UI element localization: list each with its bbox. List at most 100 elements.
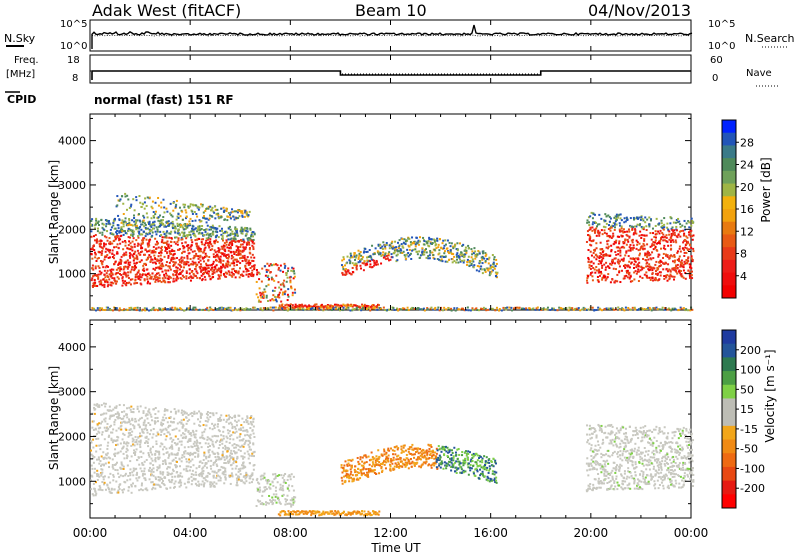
data-cell — [186, 470, 189, 473]
data-cell — [127, 224, 130, 227]
data-cell — [205, 475, 208, 478]
data-cell — [656, 242, 659, 245]
data-cell — [607, 234, 610, 237]
data-cell — [133, 257, 136, 260]
data-cell — [320, 304, 323, 307]
data-cell — [198, 250, 201, 253]
data-cell — [433, 257, 436, 260]
data-cell — [186, 256, 189, 259]
data-cell — [390, 246, 393, 249]
data-cell — [165, 261, 168, 264]
data-cell — [192, 430, 195, 433]
data-cell — [359, 259, 362, 262]
data-cell — [105, 255, 108, 258]
data-cell — [200, 232, 203, 235]
data-cell — [128, 218, 131, 221]
data-cell — [476, 253, 479, 256]
data-cell — [169, 473, 172, 476]
data-cell — [169, 202, 172, 205]
data-cell — [120, 467, 123, 470]
nave-tick-high: 60 — [710, 55, 723, 66]
data-cell — [335, 303, 338, 306]
data-cell — [227, 270, 230, 273]
data-cell — [136, 219, 139, 222]
data-cell — [244, 247, 247, 250]
data-cell — [628, 271, 631, 274]
data-cell — [178, 440, 181, 443]
data-cell — [148, 274, 151, 277]
data-cell — [195, 243, 198, 246]
data-cell — [174, 306, 177, 309]
data-cell — [670, 237, 673, 240]
data-cell — [284, 264, 287, 267]
data-cell — [124, 195, 127, 198]
data-cell — [155, 434, 158, 437]
data-cell — [404, 255, 407, 258]
data-cell — [253, 266, 256, 269]
data-cell — [454, 309, 457, 312]
data-cell — [663, 308, 666, 311]
data-cell — [93, 456, 96, 459]
data-cell — [624, 266, 627, 269]
data-cell — [125, 413, 128, 416]
data-cell — [443, 250, 446, 253]
data-cell — [585, 308, 588, 311]
data-cell — [164, 246, 167, 249]
data-cell — [259, 291, 262, 294]
data-cell — [300, 305, 303, 308]
data-cell — [176, 215, 179, 218]
data-cell — [528, 307, 531, 310]
data-cell — [633, 258, 636, 261]
data-cell — [459, 260, 462, 263]
data-cell — [203, 483, 206, 486]
data-cell — [476, 265, 479, 268]
data-cell — [175, 279, 178, 282]
data-cell — [293, 272, 296, 275]
data-cell — [122, 446, 125, 449]
data-cell — [248, 247, 251, 250]
data-cell — [466, 260, 469, 263]
data-cell — [212, 424, 215, 427]
data-cell — [93, 249, 96, 252]
data-cell — [212, 226, 215, 229]
data-cell — [145, 307, 148, 310]
data-cell — [233, 262, 236, 265]
data-cell — [141, 223, 144, 226]
data-cell — [166, 409, 169, 412]
data-cell — [681, 247, 684, 250]
data-cell — [661, 306, 664, 309]
colorbar-cell — [722, 209, 736, 223]
data-cell — [205, 217, 208, 220]
data-cell — [108, 307, 111, 310]
data-cell — [167, 466, 170, 469]
data-cell — [605, 253, 608, 256]
data-cell — [231, 208, 234, 211]
data-cell — [629, 308, 632, 311]
data-cell — [596, 255, 599, 258]
data-cell — [678, 255, 681, 258]
data-cell — [462, 243, 465, 246]
data-cell — [142, 264, 145, 267]
data-cell — [265, 296, 268, 299]
data-cell — [90, 235, 93, 238]
data-cell — [115, 245, 118, 248]
data-cell — [113, 488, 116, 491]
data-cell — [126, 444, 129, 447]
data-cell — [435, 247, 438, 250]
data-cell — [192, 263, 195, 266]
data-cell — [133, 245, 136, 248]
data-cell — [275, 300, 278, 303]
data-cell — [90, 223, 93, 226]
data-cell — [150, 429, 153, 432]
data-cell — [207, 455, 210, 458]
data-cell — [194, 261, 197, 264]
data-cell — [235, 253, 238, 256]
data-cell — [99, 464, 102, 467]
data-cell — [612, 232, 615, 235]
data-cell — [195, 473, 198, 476]
data-cell — [117, 227, 120, 230]
data-cell — [674, 259, 677, 262]
data-cell — [133, 220, 136, 223]
data-cell — [685, 259, 688, 262]
data-cell — [213, 485, 216, 488]
